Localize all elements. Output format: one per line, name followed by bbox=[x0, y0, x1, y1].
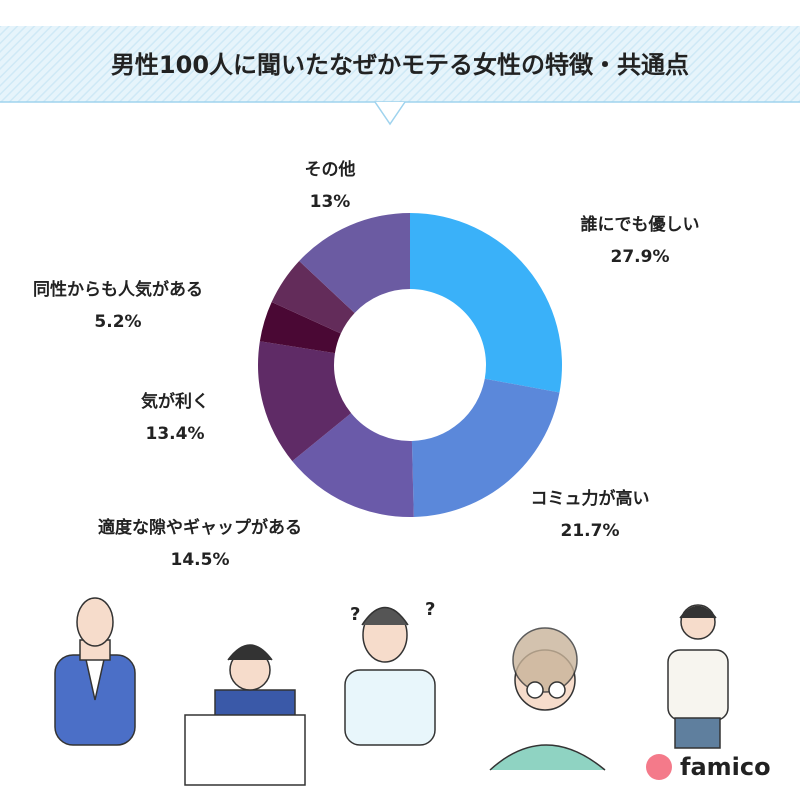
donut-segment bbox=[411, 378, 560, 517]
brand-name: famico bbox=[680, 753, 771, 781]
title-banner bbox=[0, 26, 800, 102]
chart-title: 男性100人に聞いたなぜかモテる女性の特徴・共通点 bbox=[111, 51, 689, 79]
category-label: 誰にでも優しい bbox=[581, 214, 700, 235]
person-question: ? ? bbox=[344, 599, 436, 746]
category-label: 気が利く bbox=[140, 391, 209, 412]
value-label: 13.4% bbox=[146, 424, 205, 444]
donut-segment bbox=[271, 260, 355, 334]
person-sweater bbox=[667, 604, 729, 749]
illustrations: ? ? bbox=[54, 597, 729, 786]
person-glasses bbox=[489, 627, 606, 771]
donut-segment bbox=[292, 413, 414, 518]
svg-text:?: ? bbox=[350, 604, 360, 625]
brand-icon bbox=[646, 754, 672, 780]
donut-chart: 誰にでも優しい 27.9% コミュ力が高い 21.7% 適度な隙やギャップがある 14.5… bbox=[33, 159, 700, 570]
value-label: 21.7% bbox=[561, 521, 620, 541]
category-label: 適度な隙やギャップがある bbox=[98, 517, 302, 538]
value-label: 27.9% bbox=[611, 247, 670, 267]
category-label: コミュ力が高い bbox=[531, 488, 650, 509]
category-label: 同性からも人気がある bbox=[33, 279, 203, 300]
donut-segment bbox=[299, 213, 410, 313]
value-label: 5.2% bbox=[94, 312, 141, 332]
svg-text:?: ? bbox=[425, 599, 435, 620]
category-label: その他 bbox=[305, 159, 356, 180]
person-suit bbox=[54, 597, 136, 746]
donut-segment bbox=[410, 213, 562, 393]
banner-pointer bbox=[374, 101, 406, 126]
donut-segment bbox=[259, 302, 341, 354]
value-label: 14.5% bbox=[171, 550, 230, 570]
value-label: 13% bbox=[310, 192, 351, 212]
person-board bbox=[184, 644, 306, 786]
donut-segment bbox=[257, 341, 352, 462]
